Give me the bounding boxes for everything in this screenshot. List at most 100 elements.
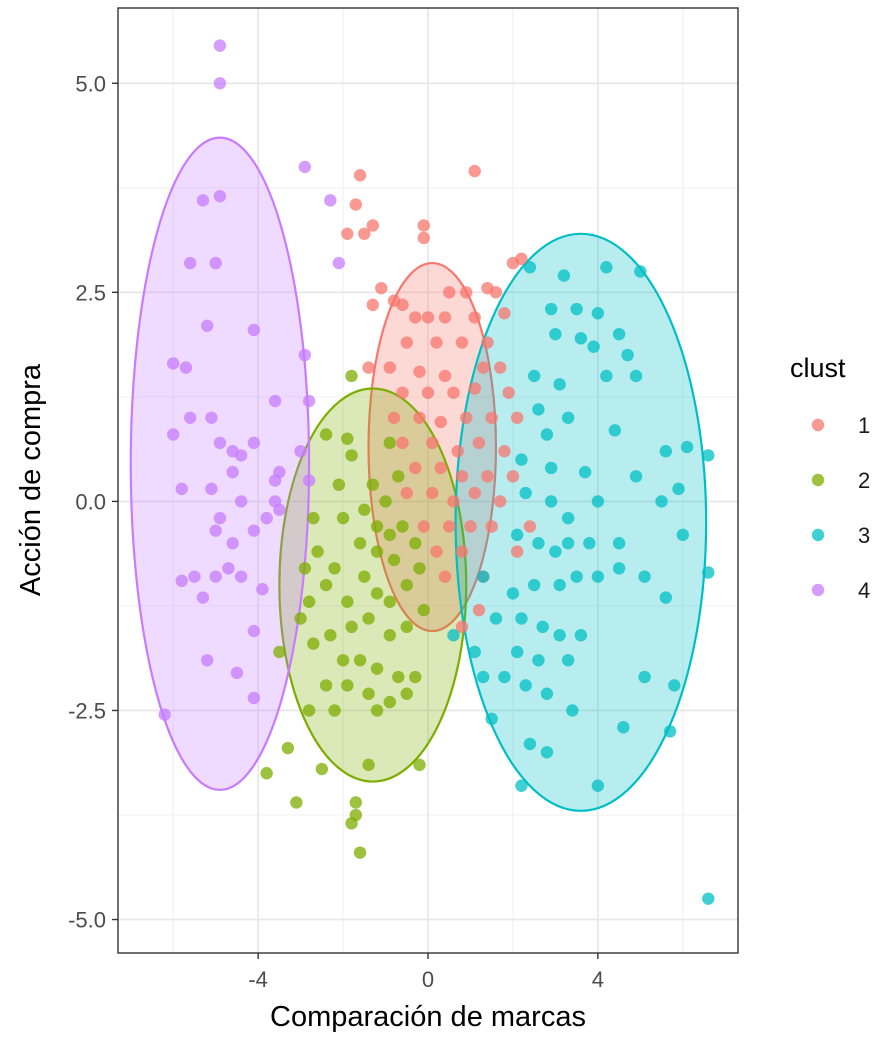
cluster-3-ellipse <box>454 232 708 812</box>
point-cluster-3 <box>561 511 575 525</box>
point-cluster-3 <box>702 566 715 579</box>
point-cluster-3 <box>629 470 643 483</box>
point-cluster-1 <box>409 461 422 475</box>
y-tick-label: 2.5 <box>75 280 106 305</box>
point-cluster-2 <box>332 478 346 491</box>
point-cluster-1 <box>434 415 447 429</box>
point-cluster-4 <box>196 591 210 604</box>
point-cluster-3 <box>540 428 554 441</box>
point-cluster-1 <box>409 311 422 324</box>
point-cluster-1 <box>434 461 447 475</box>
point-cluster-1 <box>421 386 435 399</box>
point-cluster-2 <box>273 645 286 659</box>
point-cluster-4 <box>209 256 222 270</box>
x-axis: -4 0 4 <box>248 953 604 992</box>
point-cluster-3 <box>676 528 689 542</box>
point-cluster-2 <box>315 762 329 776</box>
point-cluster-2 <box>290 796 303 809</box>
point-cluster-1 <box>375 281 388 295</box>
point-cluster-2 <box>298 562 312 575</box>
point-cluster-2 <box>413 562 426 575</box>
point-cluster-4 <box>196 194 210 207</box>
point-cluster-3 <box>591 779 605 792</box>
point-cluster-3 <box>468 645 481 659</box>
point-cluster-3 <box>663 725 677 738</box>
point-cluster-2 <box>341 432 354 445</box>
y-axis: 5.0 2.5 0.0 -2.5 -5.0 <box>68 71 118 933</box>
point-cluster-3 <box>561 654 575 667</box>
point-cluster-4 <box>200 319 214 332</box>
point-cluster-3 <box>506 587 520 600</box>
point-cluster-2 <box>383 436 396 450</box>
x-axis-title: Comparación de marcas <box>270 1001 586 1033</box>
point-cluster-1 <box>468 311 481 324</box>
point-cluster-3 <box>523 737 537 751</box>
point-cluster-1 <box>421 311 435 324</box>
point-cluster-2 <box>302 595 316 608</box>
point-cluster-2 <box>345 449 358 462</box>
point-cluster-1 <box>438 311 452 324</box>
point-cluster-4 <box>256 583 269 596</box>
point-cluster-4 <box>200 654 214 667</box>
point-cluster-2 <box>341 595 354 608</box>
point-cluster-1 <box>485 411 498 424</box>
point-cluster-2 <box>281 741 295 755</box>
point-cluster-2 <box>319 679 333 692</box>
point-cluster-2 <box>413 758 426 772</box>
point-cluster-1 <box>498 307 511 320</box>
point-cluster-1 <box>358 227 371 240</box>
point-cluster-1 <box>481 336 494 349</box>
point-cluster-1 <box>366 298 379 312</box>
legend-label-4: 4 <box>858 578 870 603</box>
point-cluster-4 <box>247 524 261 537</box>
point-cluster-2 <box>392 670 405 684</box>
point-cluster-2 <box>370 662 384 675</box>
point-cluster-3 <box>591 570 605 583</box>
point-cluster-1 <box>468 382 481 395</box>
point-cluster-3 <box>634 265 647 278</box>
point-cluster-2 <box>362 612 375 625</box>
point-cluster-2 <box>379 495 392 508</box>
point-cluster-2 <box>319 578 333 592</box>
point-cluster-2 <box>400 578 413 592</box>
point-cluster-3 <box>591 307 605 320</box>
point-cluster-1 <box>396 298 409 312</box>
point-cluster-2 <box>345 620 358 634</box>
point-cluster-1 <box>447 495 460 508</box>
point-cluster-2 <box>383 629 396 642</box>
point-cluster-4 <box>247 323 261 337</box>
point-cluster-3 <box>553 629 566 642</box>
point-cluster-2 <box>294 612 307 625</box>
legend-key-4 <box>811 583 825 597</box>
legend-label-1: 1 <box>858 413 870 438</box>
point-cluster-1 <box>481 470 494 483</box>
point-cluster-2 <box>370 545 384 558</box>
point-cluster-2 <box>392 470 405 483</box>
point-cluster-1 <box>341 227 354 240</box>
point-cluster-4 <box>183 256 197 270</box>
point-cluster-2 <box>383 595 396 608</box>
point-cluster-3 <box>672 482 685 496</box>
point-cluster-3 <box>578 465 592 479</box>
point-cluster-2 <box>362 758 375 772</box>
point-cluster-3 <box>570 302 583 316</box>
point-cluster-3 <box>591 495 605 508</box>
point-cluster-3 <box>540 687 554 700</box>
point-cluster-2 <box>366 478 379 491</box>
point-cluster-4 <box>273 503 286 516</box>
point-cluster-3 <box>621 348 634 362</box>
point-cluster-2 <box>336 654 350 667</box>
point-cluster-1 <box>455 470 469 483</box>
point-cluster-3 <box>510 645 524 659</box>
point-cluster-1 <box>472 603 486 617</box>
point-cluster-2 <box>400 620 413 634</box>
point-cluster-1 <box>349 198 363 211</box>
legend: clust 1 2 3 4 <box>790 353 870 603</box>
point-cluster-2 <box>358 570 371 583</box>
legend-key-3 <box>811 528 825 542</box>
point-cluster-4 <box>234 495 248 508</box>
cluster-4-ellipse <box>129 136 311 792</box>
point-cluster-4 <box>158 708 171 721</box>
point-cluster-1 <box>460 286 473 299</box>
point-cluster-1 <box>396 436 409 450</box>
